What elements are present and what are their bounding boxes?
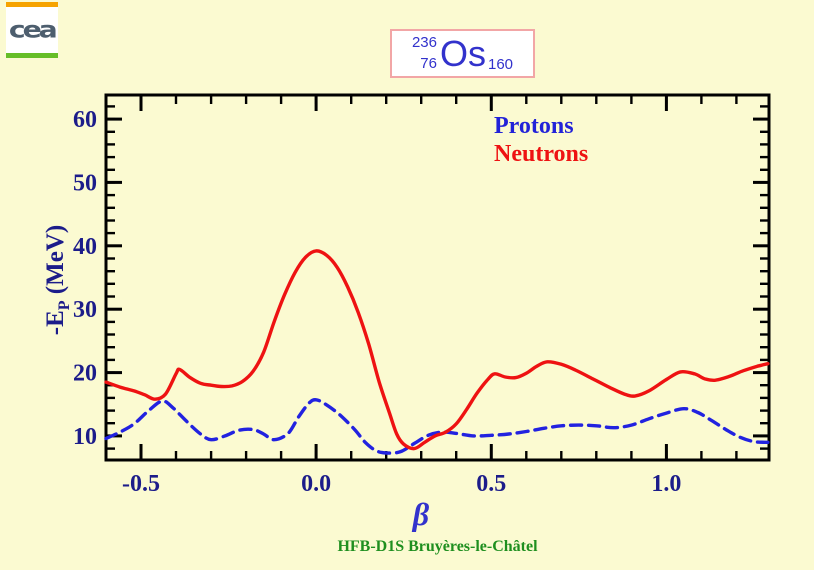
logo-top-bar <box>6 2 58 7</box>
x-tick-label: 1.0 <box>651 471 681 497</box>
protons-curve <box>104 398 770 455</box>
logo-bottom-bar <box>6 53 58 58</box>
legend-neutrons: Neutrons <box>494 141 589 167</box>
atomic-number: 76 <box>420 55 437 72</box>
y-tick-label: 20 <box>73 361 97 387</box>
y-tick-label: 30 <box>73 297 97 323</box>
nuclide-numbers: 236 76 <box>411 33 437 73</box>
y-tick-label: 10 <box>73 424 97 450</box>
cea-logo: cea <box>6 2 58 58</box>
legend: Protons Neutrons <box>494 112 588 168</box>
y-tick-label: 40 <box>73 234 97 260</box>
element-symbol: Os <box>439 32 486 74</box>
y-tick-label: 50 <box>73 170 97 196</box>
y-tick-label: 60 <box>73 107 97 133</box>
y-axis-label: -EP (MeV) <box>42 190 74 370</box>
x-axis-label: β <box>412 496 430 532</box>
x-tick-label: -0.5 <box>122 471 160 497</box>
legend-protons: Protons <box>494 113 574 139</box>
plot-frame <box>104 93 771 462</box>
nuclide-title-box: 236 76 Os 160 <box>390 29 535 78</box>
neutron-number: 160 <box>488 56 514 73</box>
y-axis-label-subscript: P <box>56 300 73 311</box>
y-axis-label-suffix: (MeV) <box>42 224 69 301</box>
neutrons-curve <box>104 249 770 451</box>
footer-caption: HFB-D1S Bruyères-le-Châtel <box>337 538 538 555</box>
mass-number: 236 <box>411 33 437 51</box>
cea-logo-text: cea <box>9 16 58 44</box>
x-tick-label: 0.5 <box>476 471 506 497</box>
y-axis-label-prefix: -E <box>42 310 69 336</box>
x-tick-label: 0.0 <box>301 471 331 497</box>
logo-body: cea <box>6 7 58 53</box>
